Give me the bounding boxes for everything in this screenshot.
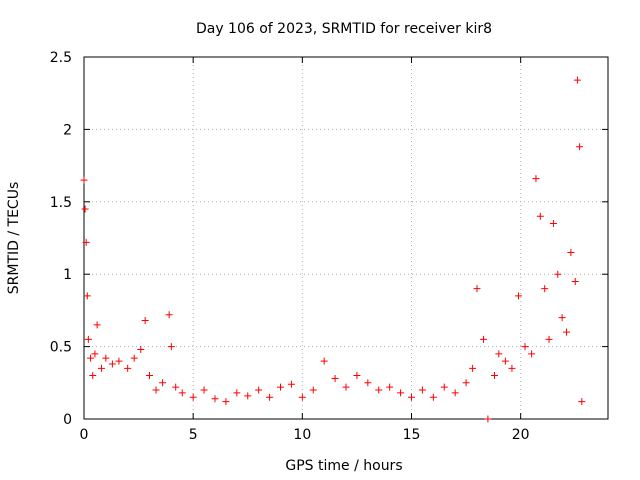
ticks-layer: 0 5 10 15 20 0 0.5 1 1.5 2 2.5 (50, 50, 608, 443)
data-point (81, 205, 89, 213)
grid-layer (84, 57, 608, 419)
data-point (397, 389, 405, 397)
data-point (418, 386, 426, 394)
plot-frame (83, 56, 609, 420)
data-point (115, 357, 123, 365)
data-point (277, 383, 284, 391)
data-point (521, 343, 529, 351)
data-point (563, 328, 571, 336)
data-point (87, 354, 95, 362)
data-point (490, 372, 498, 380)
y-tick-label: 2 (63, 122, 72, 138)
y-tick-label: 2.5 (50, 50, 72, 66)
x-tick-label: 20 (512, 427, 530, 443)
data-point (130, 354, 138, 362)
data-point (83, 292, 91, 300)
data-point (480, 335, 488, 343)
data-point (91, 350, 99, 358)
data-point (255, 386, 263, 394)
data-point (573, 76, 581, 84)
data-point (189, 393, 197, 401)
data-point (429, 393, 437, 401)
data-point (102, 354, 110, 362)
data-point (137, 345, 145, 353)
data-point (165, 311, 173, 319)
data-point (342, 383, 350, 391)
data-point (567, 248, 575, 256)
data-point (532, 175, 540, 183)
data-point (266, 393, 274, 401)
data-point (172, 383, 180, 391)
data-point (93, 321, 101, 329)
data-point (469, 364, 477, 372)
x-tick-label: 15 (403, 427, 421, 443)
data-point (108, 360, 116, 368)
data-point (501, 357, 509, 365)
data-point (495, 350, 503, 358)
data-point (178, 389, 186, 397)
data-point (244, 392, 252, 400)
data-point (541, 285, 549, 293)
data-point (298, 393, 306, 401)
data-point (508, 364, 516, 372)
data-point (222, 398, 230, 406)
data-point (578, 398, 586, 406)
data-point (473, 285, 481, 293)
data-point (124, 364, 132, 372)
data-point (549, 220, 557, 228)
data-point (462, 379, 470, 387)
data-point (364, 379, 372, 387)
data-point (82, 238, 90, 246)
data-point (320, 357, 328, 365)
data-point (408, 393, 415, 401)
data-point (84, 335, 92, 343)
data-point (200, 386, 208, 394)
x-tick-label: 5 (189, 427, 198, 443)
y-tick-label: 1 (63, 267, 72, 283)
data-point (159, 379, 167, 387)
data-point (484, 415, 492, 423)
data-point (80, 176, 88, 184)
chart-title: Day 106 of 2023, SRMTID for receiver kir… (196, 21, 492, 37)
data-point (233, 389, 241, 397)
data-point (353, 372, 361, 380)
data-point (536, 212, 544, 220)
x-axis-label: GPS time / hours (285, 458, 402, 474)
data-point (528, 350, 536, 358)
data-point (554, 270, 562, 278)
y-tick-label: 1.5 (50, 195, 72, 211)
data-point (97, 364, 105, 372)
data-point (558, 314, 566, 322)
data-point (331, 374, 339, 382)
data-point (211, 395, 219, 403)
y-tick-label: 0 (63, 412, 72, 428)
data-point (152, 386, 160, 394)
data-point (167, 343, 175, 351)
data-point (514, 292, 522, 300)
data-point (89, 372, 97, 380)
data-point (386, 383, 394, 391)
data-point (576, 143, 584, 151)
data-point (451, 389, 459, 397)
data-point (571, 277, 579, 285)
data-point (146, 372, 153, 380)
data-point (141, 317, 149, 325)
data-point (375, 386, 383, 394)
x-tick-label: 10 (293, 427, 311, 443)
y-tick-label: 0.5 (50, 340, 72, 356)
points-layer (80, 76, 586, 423)
data-point (309, 386, 317, 394)
x-tick-label: 0 (80, 427, 89, 443)
data-point (440, 383, 448, 391)
data-point (545, 335, 553, 343)
y-axis-label: SRMTID / TECUs (6, 182, 22, 295)
data-point (287, 380, 295, 388)
